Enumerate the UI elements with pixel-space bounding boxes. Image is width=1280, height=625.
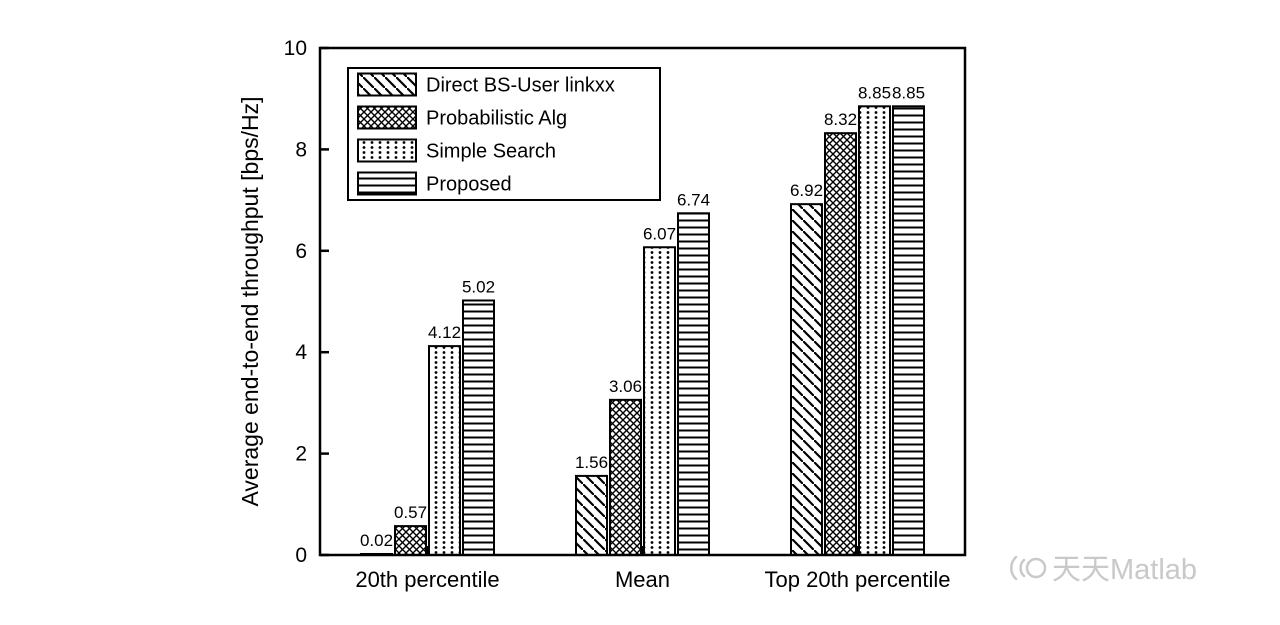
bar [428, 345, 461, 556]
bar-value-label: 0.57 [394, 503, 427, 522]
bar [824, 132, 857, 556]
bar [609, 398, 642, 556]
legend-label: Proposed [426, 174, 512, 196]
x-tick-label: 20th percentile [355, 567, 499, 592]
legend-swatch-horizontal [357, 171, 417, 196]
bar-value-label: 4.12 [428, 323, 461, 342]
watermark-logo-icon [1009, 555, 1047, 581]
bar [677, 212, 710, 556]
bar-value-label: 8.85 [858, 83, 891, 102]
watermark: 天天Matlab [1009, 554, 1197, 586]
legend-label: Probabilistic Alg [426, 108, 567, 130]
bar [892, 105, 925, 557]
bar [394, 525, 427, 557]
bar [643, 246, 676, 556]
bar-value-label: 6.74 [677, 190, 710, 209]
legend: Direct BS-User linkxx Probabilistic Alg Si… [347, 67, 661, 201]
bar-value-label: 1.56 [575, 453, 608, 472]
bar-value-label: 8.32 [824, 110, 857, 129]
watermark-text: 天天Matlab [1052, 554, 1197, 586]
bar-value-label: 5.02 [462, 277, 495, 296]
bar [790, 203, 823, 556]
legend-swatch-crosshatch [357, 105, 417, 130]
x-tick-label: Mean [615, 567, 670, 592]
axes-layer [318, 46, 967, 557]
bar-value-label: 8.85 [892, 83, 925, 102]
y-tick-label: 2 [295, 443, 307, 466]
legend-label: Direct BS-User linkxx [426, 75, 615, 97]
y-tick-label: 10 [284, 37, 307, 60]
bar [575, 474, 608, 556]
x-tick-label: Top 20th percentile [765, 567, 951, 592]
bar-value-label: 0.02 [360, 531, 393, 550]
y-axis-label: Average end-to-end throughput [bps/Hz] [237, 96, 263, 506]
legend-swatch-diagonal [357, 72, 417, 97]
legend-label: Simple Search [426, 141, 556, 163]
y-tick-label: 6 [295, 240, 307, 263]
y-tick-label: 4 [295, 341, 307, 364]
labels-layer: 0.020.57 4.12 5.02 20th percentile 1.56 3.06 6… [237, 37, 950, 592]
bar [462, 299, 495, 556]
bar-value-label: 6.92 [790, 181, 823, 200]
y-tick-label: 8 [295, 138, 307, 161]
bar-value-label: 3.06 [609, 377, 642, 396]
bars-layer [360, 105, 925, 557]
legend-swatch-dotted [357, 138, 417, 163]
bar-value-label: 6.07 [643, 224, 676, 243]
axes-box [318, 46, 967, 557]
y-tick-label: 0 [295, 544, 307, 567]
bar [858, 105, 891, 557]
